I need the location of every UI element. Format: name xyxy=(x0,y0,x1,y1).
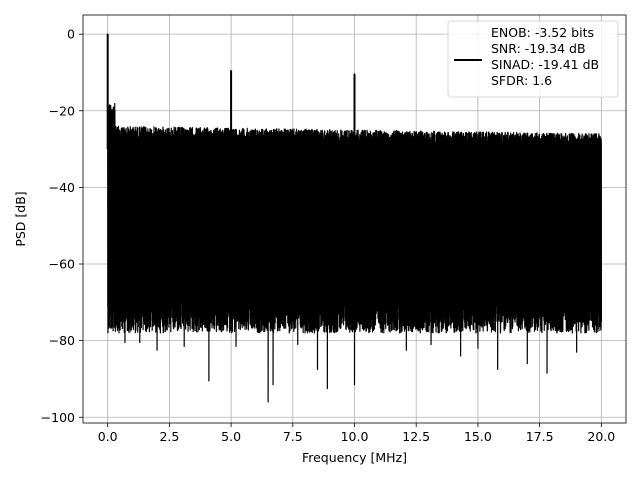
y-axis-ticks: 0 −20 −40 −60 −80 −100 xyxy=(41,27,83,425)
legend-entry: ENOB: -3.52 bits xyxy=(491,25,594,40)
legend: ENOB: -3.52 bits SNR: -19.34 dB SINAD: -19… xyxy=(447,20,619,98)
x-tick-label: 15.0 xyxy=(464,429,492,444)
x-tick-label: 0.0 xyxy=(98,429,118,444)
legend-entry: SFDR: 1.6 xyxy=(491,73,552,88)
psd-series xyxy=(106,33,603,403)
y-tick-label: −40 xyxy=(49,180,75,195)
x-tick-label: 5.0 xyxy=(221,429,241,444)
x-axis-ticks: 0.0 2.5 5.0 7.5 10.0 12.5 15.0 17.5 20.0 xyxy=(98,423,615,444)
psd-trace xyxy=(107,33,603,403)
x-tick-label: 20.0 xyxy=(587,429,615,444)
x-tick-label: 10.0 xyxy=(341,429,369,444)
x-tick-label: 12.5 xyxy=(402,429,430,444)
x-tick-label: 7.5 xyxy=(283,429,303,444)
legend-entry: SINAD: -19.41 dB xyxy=(491,57,599,72)
y-tick-label: −80 xyxy=(49,333,75,348)
y-tick-label: −100 xyxy=(41,410,75,425)
x-axis-label: Frequency [MHz] xyxy=(302,450,407,465)
legend-entry: SNR: -19.34 dB xyxy=(491,41,586,56)
y-tick-label: −60 xyxy=(49,257,75,272)
y-axis-label: PSD [dB] xyxy=(13,191,28,246)
x-tick-label: 2.5 xyxy=(159,429,179,444)
y-tick-label: −20 xyxy=(49,103,75,118)
legend-box xyxy=(447,20,619,98)
legend-entries: ENOB: -3.52 bits SNR: -19.34 dB SINAD: -19… xyxy=(491,25,599,88)
y-tick-label: 0 xyxy=(67,27,75,42)
x-tick-label: 17.5 xyxy=(526,429,554,444)
